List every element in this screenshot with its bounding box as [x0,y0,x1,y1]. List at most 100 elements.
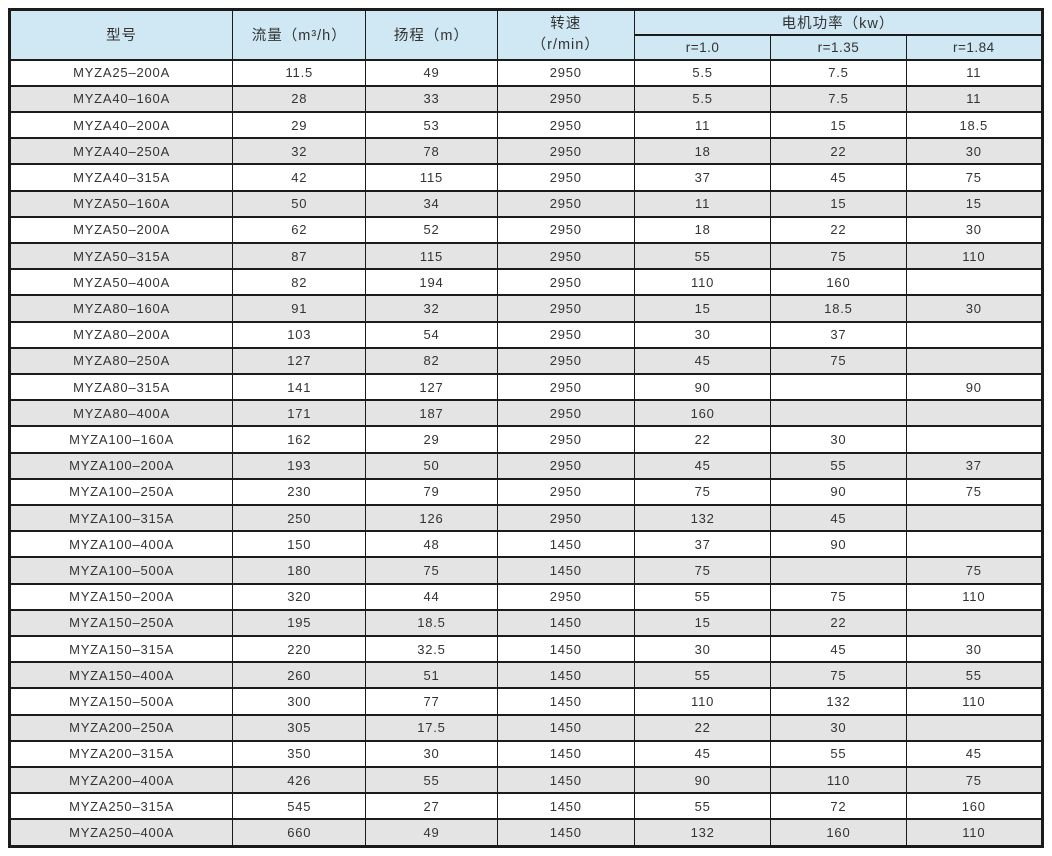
cell-head: 18.5 [365,608,498,637]
cell-power-r135: 15 [770,189,907,218]
cell-power-r184 [905,346,1044,375]
cell-power-r135: 22 [770,608,907,637]
cell-flow: 162 [232,425,367,454]
cell-flow: 127 [232,346,367,375]
cell-power-r184: 110 [905,818,1044,848]
table-row: MYZA50–160A 50 34 2950 11 15 15 [8,189,1044,218]
cell-power-r184: 30 [905,137,1044,166]
cell-model: MYZA150–315A [8,634,234,664]
cell-head: 115 [365,163,498,192]
cell-flow: 426 [232,765,367,795]
cell-head: 44 [365,582,498,611]
cell-power-r10: 37 [633,530,772,559]
cell-speed: 2950 [496,294,635,323]
cell-power-r184: 30 [905,215,1044,244]
cell-model: MYZA80–160A [8,294,234,323]
cell-power-r184 [905,425,1044,454]
table-row: MYZA200–250A 305 17.5 1450 22 30 [8,713,1044,742]
cell-model: MYZA150–200A [8,582,234,611]
table-row: MYZA150–200A 320 44 2950 55 75 110 [8,582,1044,611]
cell-power-r10: 55 [633,241,772,271]
cell-flow: 350 [232,739,367,768]
table-row: MYZA80–315A 141 127 2950 90 90 [8,372,1044,402]
cell-flow: 42 [232,163,367,192]
cell-model: MYZA150–400A [8,661,234,690]
cell-power-r10: 55 [633,661,772,690]
cell-power-r135: 30 [770,713,907,742]
cell-model: MYZA200–315A [8,739,234,768]
cell-speed: 1450 [496,608,635,637]
cell-power-r184 [905,713,1044,742]
cell-power-r184: 37 [905,451,1044,480]
cell-power-r135: 90 [770,530,907,559]
cell-power-r135: 30 [770,425,907,454]
col-header-model: 型号 [8,8,234,61]
cell-power-r10: 11 [633,110,772,140]
cell-power-r135: 75 [770,661,907,690]
cell-power-r135: 90 [770,477,907,506]
cell-power-r184: 160 [905,792,1044,821]
cell-head: 32 [365,294,498,323]
cell-flow: 28 [232,84,367,113]
cell-speed: 2950 [496,58,635,87]
cell-power-r184: 45 [905,739,1044,768]
cell-model: MYZA25–200A [8,58,234,87]
cell-power-r184: 11 [905,84,1044,113]
cell-power-r10: 75 [633,477,772,506]
cell-model: MYZA100–500A [8,556,234,585]
cell-flow: 230 [232,477,367,506]
cell-head: 48 [365,530,498,559]
cell-speed: 2950 [496,582,635,611]
col-header-flow: 流量（m³/h） [232,8,367,61]
cell-power-r135: 160 [770,268,907,297]
cell-flow: 91 [232,294,367,323]
cell-model: MYZA200–400A [8,765,234,795]
cell-power-r10: 37 [633,163,772,192]
cell-head: 82 [365,346,498,375]
cell-flow: 103 [232,320,367,349]
cell-flow: 250 [232,503,367,533]
table-row: MYZA80–160A 91 32 2950 15 18.5 30 [8,294,1044,323]
cell-power-r184: 30 [905,294,1044,323]
cell-power-r184: 90 [905,372,1044,402]
col-header-head: 扬程（m） [365,8,498,61]
table-row: MYZA50–400A 82 194 2950 110 160 [8,268,1044,297]
cell-power-r135: 55 [770,739,907,768]
col-header-speed: 转速 （r/min） [496,8,635,61]
cell-head: 75 [365,556,498,585]
col-header-ratio-1-0: r=1.0 [633,33,772,61]
table-row: MYZA80–400A 171 187 2950 160 [8,399,1044,428]
cell-head: 52 [365,215,498,244]
cell-speed: 2950 [496,84,635,113]
cell-power-r10: 22 [633,425,772,454]
cell-flow: 193 [232,451,367,480]
cell-power-r10: 90 [633,765,772,795]
cell-power-r10: 18 [633,215,772,244]
cell-model: MYZA100–315A [8,503,234,533]
cell-flow: 50 [232,189,367,218]
cell-power-r184 [905,530,1044,559]
cell-power-r135 [770,372,907,402]
cell-head: 51 [365,661,498,690]
cell-power-r135: 22 [770,137,907,166]
cell-flow: 305 [232,713,367,742]
cell-model: MYZA80–400A [8,399,234,428]
cell-speed: 2950 [496,346,635,375]
cell-power-r135: 15 [770,110,907,140]
speed-header-line1: 转速 [550,15,582,32]
cell-model: MYZA100–400A [8,530,234,559]
cell-speed: 1450 [496,792,635,821]
table-row: MYZA200–400A 426 55 1450 90 110 75 [8,765,1044,795]
cell-speed: 2950 [496,503,635,533]
cell-flow: 300 [232,687,367,716]
cell-head: 127 [365,372,498,402]
cell-power-r184: 30 [905,634,1044,664]
cell-flow: 87 [232,241,367,271]
cell-speed: 1450 [496,765,635,795]
cell-flow: 29 [232,110,367,140]
header-row-top: 型号 流量（m³/h） 扬程（m） 转速 （r/min） 电机功率（kw） [8,8,1044,61]
cell-power-r10: 11 [633,189,772,218]
table-row: MYZA150–400A 260 51 1450 55 75 55 [8,661,1044,690]
speed-header-line2: （r/min） [531,36,600,53]
table-row: MYZA50–315A 87 115 2950 55 75 110 [8,241,1044,271]
